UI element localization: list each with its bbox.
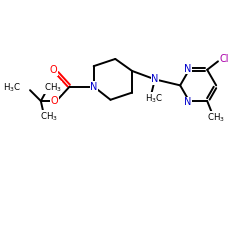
Text: N: N [184,97,192,107]
Text: N: N [151,74,158,84]
Text: Cl: Cl [219,54,229,64]
Text: H$_3$C: H$_3$C [4,82,22,94]
Text: N: N [184,64,192,74]
Text: CH$_3$: CH$_3$ [44,82,62,94]
Text: CH$_3$: CH$_3$ [207,112,224,124]
Text: H$_3$C: H$_3$C [144,92,163,105]
Text: CH$_3$: CH$_3$ [40,110,58,123]
Text: O: O [51,96,58,106]
Text: N: N [90,82,97,92]
Text: O: O [50,65,57,75]
